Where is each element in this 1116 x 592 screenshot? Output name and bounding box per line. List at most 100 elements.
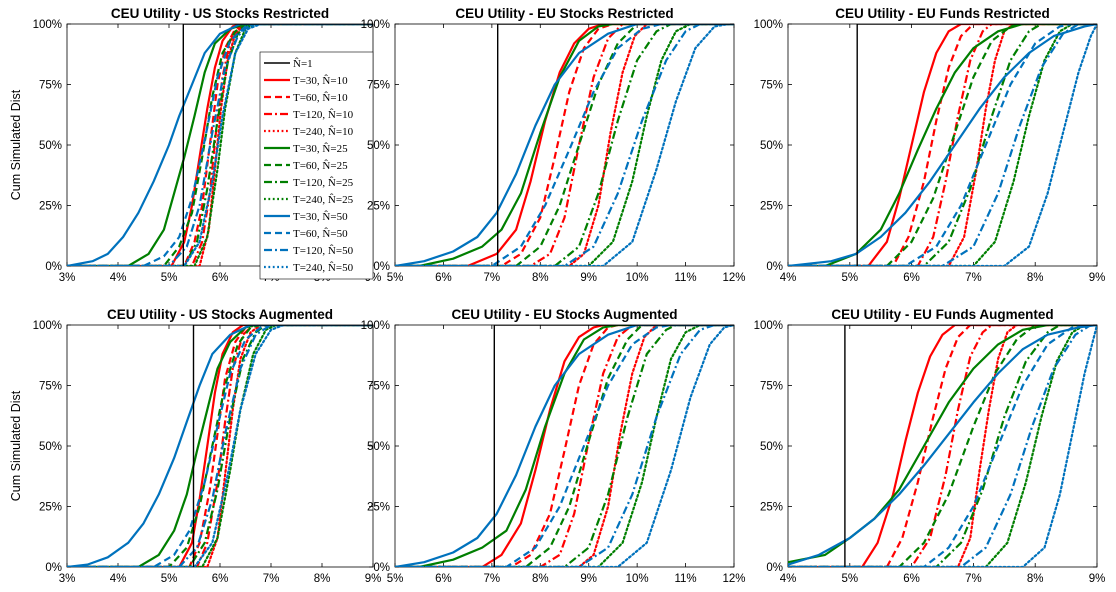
series-line xyxy=(788,24,1097,266)
y-tick-label: 75% xyxy=(760,381,783,393)
chart-5: CEU Utility - EU Stocks Augmented 5% 6% 7% 8… xyxy=(361,307,746,585)
x-tick-label: 4% xyxy=(110,573,127,585)
legend-label: T=30, N̂=10 xyxy=(293,74,348,87)
y-tick-label: 0% xyxy=(45,562,62,574)
series-line xyxy=(67,325,373,567)
x-tick-label: 7% xyxy=(484,573,501,585)
x-tick-label: 7% xyxy=(484,272,501,284)
series-line xyxy=(67,325,373,567)
x-tick-label: 5% xyxy=(841,573,858,585)
y-tick-label: 100% xyxy=(361,320,390,332)
y-tick-label: 75% xyxy=(367,80,390,92)
x-tick-label: 8% xyxy=(532,272,549,284)
series-line xyxy=(788,24,1097,266)
series-line xyxy=(395,325,734,567)
x-tick-label: 3% xyxy=(59,272,76,284)
series-line xyxy=(395,24,734,266)
chart-title: CEU Utility - EU Funds Restricted xyxy=(835,6,1050,21)
x-tick-label: 6% xyxy=(435,573,452,585)
series-line xyxy=(395,325,734,567)
series-line xyxy=(395,325,734,567)
x-tick-label: 12% xyxy=(722,272,745,284)
series-line xyxy=(788,325,1097,567)
x-tick-label: 6% xyxy=(212,272,229,284)
legend-label: T=60, N̂=10 xyxy=(293,91,348,104)
series-line xyxy=(497,24,734,266)
x-tick-label: 7% xyxy=(965,272,982,284)
y-tick-label: 50% xyxy=(760,441,783,453)
series-line xyxy=(844,325,1097,567)
x-tick-label: 11% xyxy=(674,272,696,284)
x-tick-label: 8% xyxy=(1027,573,1044,585)
series-line xyxy=(67,325,373,567)
legend-label: T=240, N̂=25 xyxy=(293,193,354,206)
x-tick-label: 7% xyxy=(263,573,280,585)
chart-2: CEU Utility - EU Stocks Restricted 5% 6% 7%… xyxy=(361,6,746,284)
x-tick-label: 9% xyxy=(365,573,382,585)
series-line xyxy=(67,24,373,266)
series-line xyxy=(788,24,1097,266)
legend-label: T=120, N̂=25 xyxy=(293,176,354,189)
chart-title: CEU Utility - EU Funds Augmented xyxy=(831,307,1053,322)
series-line xyxy=(788,325,1097,567)
series-line xyxy=(788,325,1097,567)
series-line xyxy=(395,24,734,266)
series-group xyxy=(67,325,373,567)
series-line xyxy=(788,24,1097,266)
series-line xyxy=(788,325,1097,567)
y-tick-label: 75% xyxy=(39,381,62,393)
x-tick-label: 9% xyxy=(580,272,597,284)
x-tick-label: 8% xyxy=(1027,272,1044,284)
series-group xyxy=(788,325,1097,567)
series-line xyxy=(788,24,1097,266)
series-line xyxy=(395,24,734,266)
series-line xyxy=(192,325,373,567)
legend-label: N̂=1 xyxy=(293,57,313,70)
x-tick-label: 3% xyxy=(59,573,76,585)
series-line xyxy=(395,24,734,266)
chart-title: CEU Utility - US Stocks Restricted xyxy=(111,6,329,21)
y-tick-label: 0% xyxy=(373,261,390,273)
x-tick-label: 5% xyxy=(387,573,404,585)
series-line xyxy=(395,24,734,266)
series-line xyxy=(788,325,1097,567)
y-tick-label: 100% xyxy=(754,19,783,31)
legend-label: T=120, N̂=10 xyxy=(293,108,354,121)
plot-frame xyxy=(787,324,1098,568)
series-line xyxy=(788,24,1097,266)
series-group xyxy=(395,24,734,266)
y-tick-label: 75% xyxy=(367,381,390,393)
y-tick-label: 100% xyxy=(754,320,783,332)
series-line xyxy=(788,24,1097,266)
series-line xyxy=(67,325,373,567)
series-line xyxy=(493,325,734,567)
series-line xyxy=(395,325,734,567)
y-tick-label: 25% xyxy=(367,201,390,213)
x-tick-label: 11% xyxy=(674,573,696,585)
x-tick-label: 6% xyxy=(212,573,229,585)
y-tick-label: 50% xyxy=(760,140,783,152)
series-line xyxy=(67,24,373,266)
series-line xyxy=(395,325,734,567)
legend-label: T=120, N̂=50 xyxy=(293,244,354,257)
y-tick-label: 0% xyxy=(766,261,783,273)
series-line xyxy=(395,24,734,266)
chart-title: CEU Utility - US Stocks Augmented xyxy=(107,307,333,322)
plot-frame xyxy=(787,23,1098,267)
series-line xyxy=(788,24,1097,266)
y-tick-label: 0% xyxy=(45,261,62,273)
y-tick-label: 100% xyxy=(33,320,62,332)
x-tick-label: 9% xyxy=(1089,573,1106,585)
series-line xyxy=(788,325,1097,567)
y-tick-label: 50% xyxy=(39,441,62,453)
y-tick-label: 0% xyxy=(766,562,783,574)
series-line xyxy=(67,325,373,567)
x-tick-label: 5% xyxy=(841,272,858,284)
x-tick-label: 9% xyxy=(1089,272,1106,284)
x-tick-label: 5% xyxy=(387,272,404,284)
series-line xyxy=(395,24,734,266)
series-line xyxy=(395,24,734,266)
x-tick-label: 6% xyxy=(903,573,920,585)
chart-6: CEU Utility - EU Funds Augmented 4% 5% 6% 7%… xyxy=(754,307,1106,585)
